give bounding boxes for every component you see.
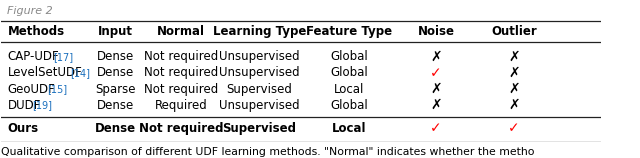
Text: Not required: Not required (139, 122, 223, 135)
Text: Sparse: Sparse (95, 83, 136, 96)
Text: Supervised: Supervised (222, 122, 296, 135)
Text: ✗: ✗ (430, 98, 442, 112)
Text: Unsupervised: Unsupervised (219, 50, 300, 63)
Text: Global: Global (330, 50, 368, 63)
Text: Global: Global (330, 67, 368, 79)
Text: Noise: Noise (418, 25, 454, 38)
Text: Outlier: Outlier (492, 25, 537, 38)
Text: Qualitative comparison of different UDF learning methods. "Normal" indicates whe: Qualitative comparison of different UDF … (1, 147, 535, 157)
Text: GeoUDF: GeoUDF (8, 83, 55, 96)
Text: Global: Global (330, 99, 368, 112)
Text: Normal: Normal (157, 25, 205, 38)
Text: ✓: ✓ (508, 121, 520, 135)
Text: Not required: Not required (144, 67, 218, 79)
Text: Input: Input (98, 25, 133, 38)
Text: ✗: ✗ (508, 98, 520, 112)
Text: Not required: Not required (144, 50, 218, 63)
Text: Figure 2: Figure 2 (8, 6, 53, 16)
Text: Methods: Methods (8, 25, 65, 38)
Text: ✓: ✓ (430, 121, 442, 135)
Text: CAP-UDF: CAP-UDF (8, 50, 59, 63)
Text: ✗: ✗ (508, 66, 520, 80)
Text: Feature Type: Feature Type (306, 25, 392, 38)
Text: ✗: ✗ (508, 82, 520, 96)
Text: Dense: Dense (97, 67, 134, 79)
Text: ✓: ✓ (430, 66, 442, 80)
Text: ✗: ✗ (508, 50, 520, 64)
Text: [14]: [14] (70, 68, 90, 78)
Text: Unsupervised: Unsupervised (219, 67, 300, 79)
Text: Not required: Not required (144, 83, 218, 96)
Text: ✗: ✗ (430, 82, 442, 96)
Text: Learning Type: Learning Type (212, 25, 306, 38)
Text: Local: Local (332, 122, 367, 135)
Text: DUDF: DUDF (8, 99, 41, 112)
Text: Local: Local (334, 83, 364, 96)
Text: Dense: Dense (95, 122, 136, 135)
Text: Dense: Dense (97, 50, 134, 63)
Text: Unsupervised: Unsupervised (219, 99, 300, 112)
Text: Required: Required (155, 99, 208, 112)
Text: [19]: [19] (33, 100, 52, 110)
Text: [15]: [15] (47, 84, 68, 94)
Text: LevelSetUDF: LevelSetUDF (8, 67, 82, 79)
Text: ✗: ✗ (430, 50, 442, 64)
Text: [17]: [17] (54, 52, 74, 62)
Text: Supervised: Supervised (227, 83, 292, 96)
Text: Dense: Dense (97, 99, 134, 112)
Text: Ours: Ours (8, 122, 38, 135)
